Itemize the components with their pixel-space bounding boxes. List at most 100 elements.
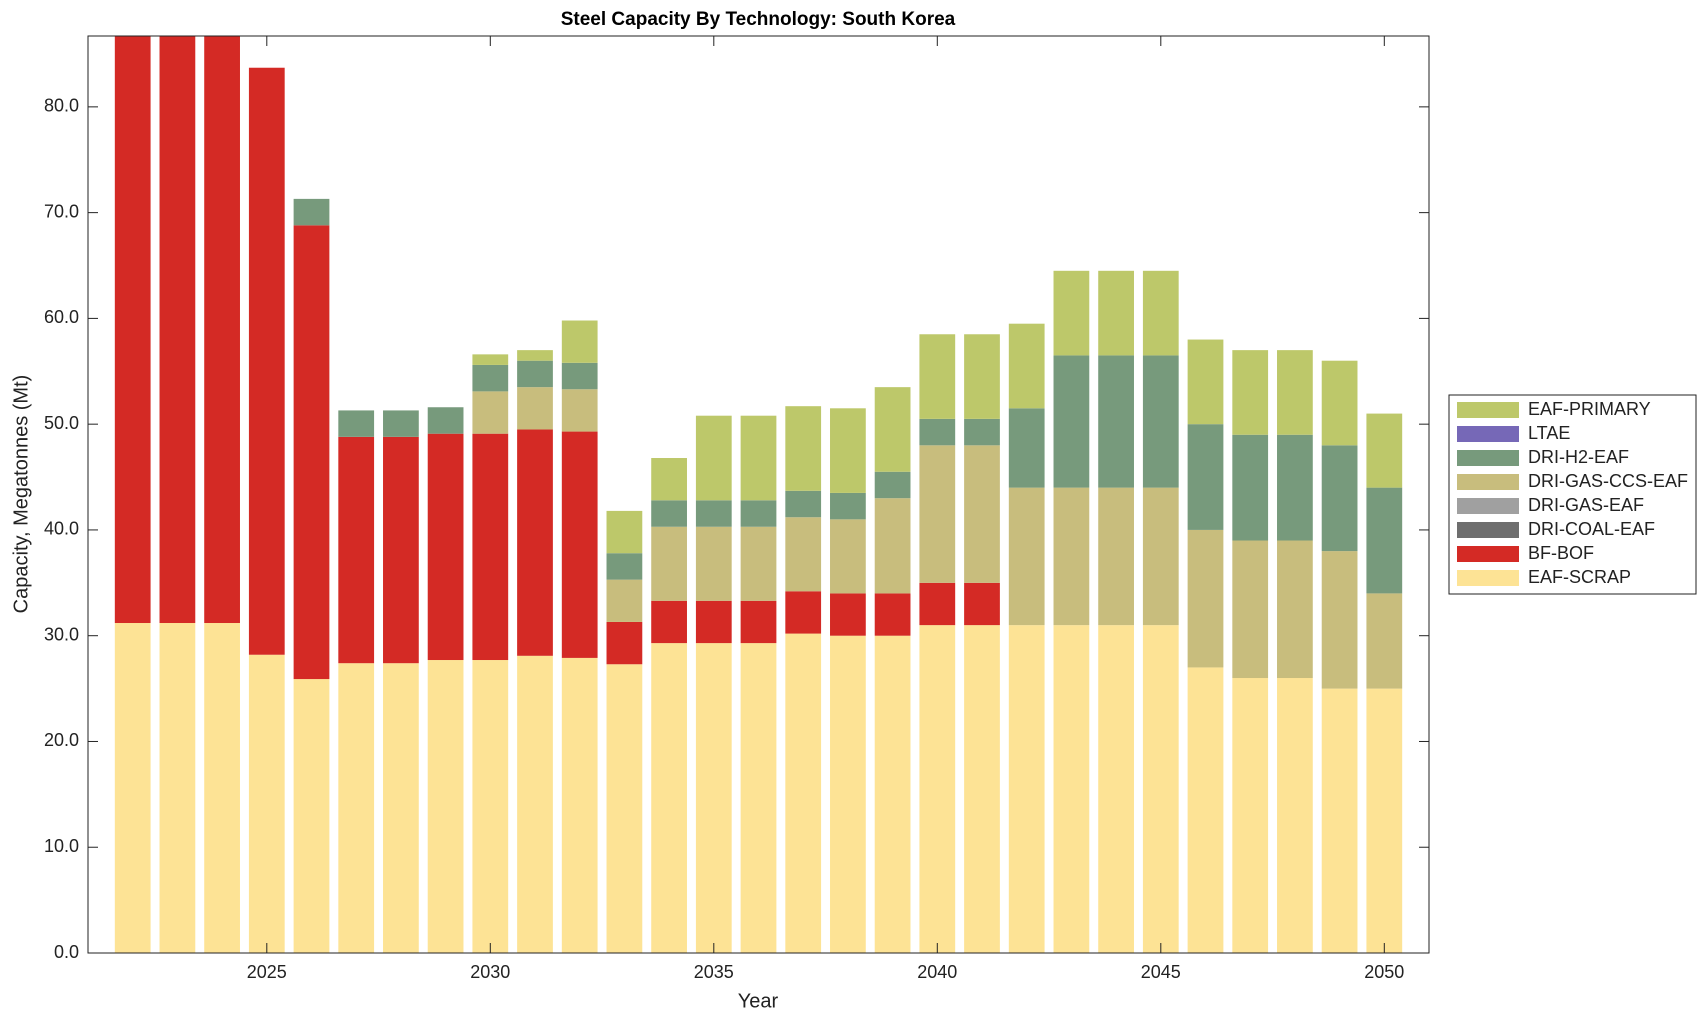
legend-swatch xyxy=(1457,570,1519,586)
bar-segment xyxy=(383,410,419,437)
bar-segment xyxy=(1142,487,1179,626)
bar-segment xyxy=(1277,434,1313,541)
bar-segment xyxy=(1053,487,1090,626)
bar-segment xyxy=(695,526,732,601)
bar-segment xyxy=(919,625,956,953)
bar-segment xyxy=(785,517,822,592)
y-tick-label: 80.0 xyxy=(44,96,79,116)
bar-segment xyxy=(606,621,643,665)
bar-segment xyxy=(785,633,822,953)
bar-segment xyxy=(472,433,509,661)
bar-segment xyxy=(1321,551,1358,689)
bar-segment xyxy=(964,418,1000,446)
bar-segment xyxy=(1053,625,1090,953)
bar-segment xyxy=(1277,540,1313,679)
bar-segment xyxy=(740,415,777,501)
bar-segment xyxy=(919,582,956,626)
bar-segment xyxy=(561,657,598,953)
bar-segment xyxy=(1098,487,1134,626)
bar-segment xyxy=(1232,350,1269,435)
bar-segment xyxy=(427,660,464,953)
bar-segment xyxy=(1142,625,1179,953)
bar-segment xyxy=(383,436,419,664)
bar-segment xyxy=(517,350,553,361)
bar-segment xyxy=(472,364,509,392)
bar-segment xyxy=(874,471,911,499)
bar-segment xyxy=(1053,355,1090,488)
bar-segment xyxy=(651,500,687,527)
bar-segment xyxy=(114,623,151,953)
bar-segment xyxy=(1008,625,1045,953)
bar-segment xyxy=(606,510,643,554)
bar-segment xyxy=(159,623,196,953)
bar-segment xyxy=(785,490,822,518)
x-tick-label: 2035 xyxy=(694,962,734,982)
y-tick-label: 50.0 xyxy=(44,413,79,433)
bar-segment xyxy=(830,593,866,636)
bar-segment xyxy=(606,553,643,580)
y-tick-label: 20.0 xyxy=(44,730,79,750)
bar-segment xyxy=(874,635,911,953)
legend-label: EAF-SCRAP xyxy=(1528,567,1631,587)
bar-segment xyxy=(427,407,464,434)
chart-title: Steel Capacity By Technology: South Kore… xyxy=(561,9,956,30)
bar-segment xyxy=(964,445,1000,583)
bar-segment xyxy=(1232,434,1269,541)
bar-segment xyxy=(1187,339,1224,425)
bar-segment xyxy=(204,623,240,953)
bar-segment xyxy=(964,625,1000,953)
legend-label: EAF-PRIMARY xyxy=(1528,399,1651,419)
bar-segment xyxy=(1187,529,1224,668)
legend-swatch xyxy=(1457,522,1519,538)
legend-swatch xyxy=(1457,450,1519,466)
bar-segment xyxy=(1098,625,1134,953)
bar-segment xyxy=(472,660,509,953)
bar-segment xyxy=(919,334,956,419)
bar-segment xyxy=(204,36,240,624)
legend-swatch xyxy=(1457,546,1519,562)
bar-segment xyxy=(561,389,598,432)
bar-segment xyxy=(1277,350,1313,435)
bar-segment xyxy=(740,643,777,953)
legend-swatch xyxy=(1457,474,1519,490)
legend-label: DRI-H2-EAF xyxy=(1528,447,1629,467)
bar-segment xyxy=(1142,270,1179,356)
bar-segment xyxy=(919,418,956,446)
y-tick-label: 60.0 xyxy=(44,307,79,327)
y-tick-label: 0.0 xyxy=(54,942,79,962)
bar-segment xyxy=(1098,270,1134,356)
bar-segment xyxy=(874,593,911,636)
legend-swatch xyxy=(1457,498,1519,514)
bar-segment xyxy=(1366,593,1403,689)
bar-segment xyxy=(830,635,866,953)
legend-label: LTAE xyxy=(1528,423,1570,443)
bar-segment xyxy=(427,433,464,661)
bar-segment xyxy=(651,643,687,953)
x-tick-label: 2040 xyxy=(917,962,957,982)
y-axis-label: Capacity, Megatonnes (Mt) xyxy=(10,375,32,614)
bar-segment xyxy=(1277,678,1313,953)
bar-segment xyxy=(114,36,151,624)
bar-segment xyxy=(695,643,732,953)
bar-segment xyxy=(1008,408,1045,488)
bar-segment xyxy=(561,431,598,658)
bar-segment xyxy=(159,36,196,624)
bar-segment xyxy=(606,579,643,622)
plot-frame xyxy=(87,35,1430,954)
bar-segment xyxy=(830,492,866,520)
bar-segment xyxy=(1008,487,1045,626)
y-tick-label: 70.0 xyxy=(44,201,79,221)
legend-swatch xyxy=(1457,426,1519,442)
bar-segment xyxy=(874,498,911,594)
bar-segment xyxy=(293,198,330,226)
bar-segment xyxy=(472,354,509,365)
bar-segment xyxy=(472,391,509,434)
bar-segment xyxy=(1232,540,1269,679)
bar-segment xyxy=(248,67,285,655)
bar-segment xyxy=(561,362,598,390)
bar-segment xyxy=(830,519,866,594)
bar-segment xyxy=(740,500,777,527)
bar-segment xyxy=(651,458,687,501)
bar-segment xyxy=(695,415,732,501)
